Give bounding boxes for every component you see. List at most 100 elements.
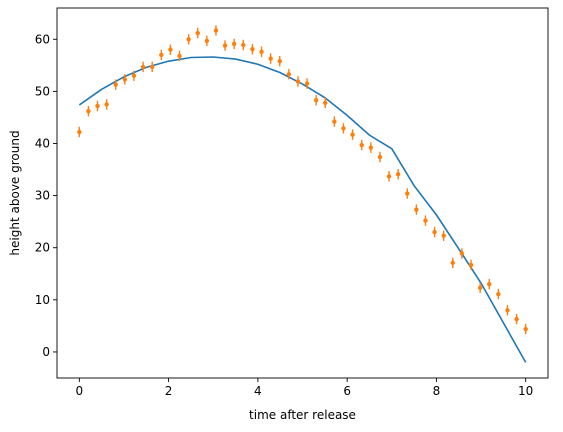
point-marker (150, 64, 155, 70)
data-point (368, 142, 374, 153)
data-point (523, 323, 528, 335)
point-marker (496, 291, 501, 297)
y-tick-label: 20 (35, 241, 50, 255)
data-point (341, 123, 346, 134)
point-marker (323, 100, 328, 106)
data-point (295, 76, 301, 87)
point-marker (77, 129, 82, 135)
plot-area (57, 8, 548, 378)
point-marker (195, 30, 200, 36)
data-point (195, 27, 200, 39)
point-marker (432, 229, 437, 235)
data-point (386, 171, 392, 182)
data-point (468, 259, 474, 271)
y-tick-label: 30 (35, 189, 50, 203)
point-marker (341, 126, 346, 131)
data-point (477, 282, 483, 294)
point-marker (304, 81, 310, 86)
point-marker (286, 71, 292, 77)
point-marker (332, 119, 337, 124)
x-tick-label: 10 (518, 384, 533, 398)
data-point (450, 257, 455, 269)
data-point (150, 61, 155, 73)
point-marker (204, 38, 210, 44)
point-marker (168, 47, 173, 52)
point-marker (487, 281, 492, 287)
data-point (231, 38, 237, 50)
point-marker (122, 77, 128, 82)
point-marker (468, 262, 474, 268)
x-tick-label: 6 (343, 384, 351, 398)
data-point (177, 50, 182, 62)
plot-background (57, 8, 548, 378)
data-point (313, 95, 319, 106)
data-point (168, 44, 173, 55)
data-point (323, 97, 328, 109)
data-point (268, 53, 273, 64)
point-marker (95, 103, 100, 109)
data-point (113, 79, 118, 90)
y-tick-label: 50 (35, 84, 50, 98)
x-tick-label: 2 (165, 384, 173, 398)
data-point (359, 139, 364, 151)
point-marker (350, 132, 355, 137)
data-point (159, 49, 164, 61)
point-marker (313, 98, 319, 103)
point-marker (459, 251, 465, 256)
data-point (259, 46, 264, 57)
point-marker (441, 233, 446, 238)
data-point (414, 204, 419, 215)
data-point (423, 215, 428, 226)
point-marker (514, 316, 519, 322)
x-tick-label: 4 (254, 384, 262, 398)
data-point (222, 40, 228, 51)
point-marker (414, 207, 419, 212)
point-marker (140, 64, 146, 70)
data-point (241, 39, 246, 51)
point-marker (222, 43, 228, 48)
point-marker (450, 260, 455, 266)
x-tick-label: 0 (75, 384, 83, 398)
point-marker (186, 37, 191, 42)
data-point (140, 61, 146, 73)
y-tick-label: 40 (35, 136, 50, 150)
data-point (505, 305, 510, 316)
data-point (395, 169, 401, 180)
data-point (204, 35, 210, 47)
y-tick-label: 60 (35, 32, 50, 46)
point-marker (241, 42, 246, 48)
x-axis-label: time after release (249, 408, 356, 422)
point-marker (268, 56, 273, 61)
point-marker (277, 58, 282, 64)
point-marker (505, 308, 510, 313)
data-point (104, 99, 109, 110)
data-point (122, 74, 128, 85)
data-point (332, 116, 337, 127)
data-point (95, 100, 100, 112)
x-tick-label: 8 (433, 384, 441, 398)
data-point (350, 129, 355, 140)
data-point (432, 226, 437, 238)
point-marker (177, 53, 182, 59)
point-marker (395, 172, 401, 177)
point-marker (213, 28, 219, 33)
data-point (213, 25, 219, 36)
data-points-layer (77, 25, 528, 335)
data-point (496, 288, 501, 300)
point-marker (377, 154, 383, 160)
data-point (277, 55, 282, 67)
data-point (405, 188, 410, 199)
point-marker (368, 145, 374, 150)
point-marker (113, 82, 118, 87)
point-marker (159, 52, 164, 58)
data-point (186, 34, 191, 45)
data-point (304, 78, 310, 89)
point-marker (359, 142, 364, 148)
point-marker (131, 73, 137, 78)
data-point (459, 248, 465, 259)
data-point (377, 151, 383, 163)
point-marker (259, 49, 264, 54)
data-point (487, 278, 492, 290)
point-marker (477, 285, 483, 291)
